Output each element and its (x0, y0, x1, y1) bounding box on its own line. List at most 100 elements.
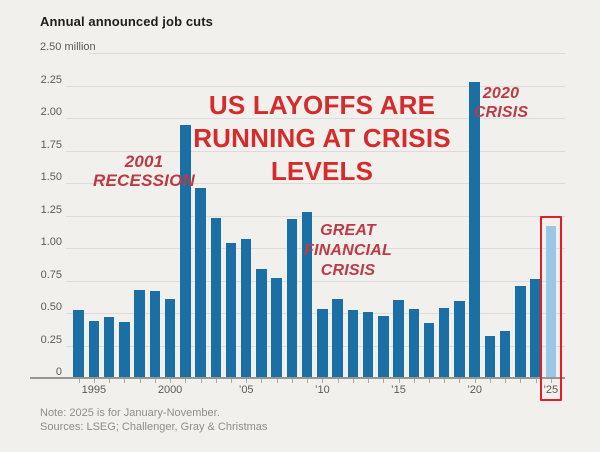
bar-1994 (73, 310, 84, 378)
x-tick (78, 379, 80, 383)
bar-2002 (195, 188, 206, 378)
x-tick (291, 379, 293, 383)
gridline (66, 183, 565, 184)
bar-2007 (271, 277, 282, 378)
x-tick (139, 379, 141, 383)
x-axis-label: ’10 (315, 384, 330, 396)
x-tick (154, 379, 156, 383)
bar-1998 (134, 289, 145, 378)
highlight-box-2025 (540, 216, 562, 401)
x-tick (93, 379, 95, 383)
bar-2014 (378, 315, 389, 378)
y-axis-label: 0 (55, 366, 62, 378)
bar-2021 (484, 336, 496, 378)
bar-2022 (499, 331, 511, 378)
x-tick (459, 379, 461, 383)
bar-2013 (362, 311, 374, 378)
bar-2017 (423, 323, 435, 378)
annotation-line: RECESSION (93, 171, 195, 190)
bar-1995 (88, 320, 100, 378)
x-tick (307, 379, 309, 383)
y-axis-label: 1.00 (40, 236, 62, 248)
x-tick (368, 379, 370, 383)
annotation-line: US LAYOFFS ARE (208, 90, 436, 120)
x-tick (352, 379, 354, 383)
x-tick (200, 379, 202, 383)
gridline (66, 345, 565, 347)
y-axis-label: 1.25 (40, 203, 62, 216)
chart-title: Annual announced job cuts (40, 14, 213, 29)
bar-2001 (180, 124, 191, 378)
x-tick (337, 379, 339, 383)
bar-2020 (469, 81, 480, 378)
gridline (66, 313, 565, 314)
x-tick (261, 379, 263, 383)
gridline (66, 85, 565, 87)
bar-2009 (301, 211, 313, 378)
gridline (90, 53, 565, 54)
bar-2015 (393, 300, 404, 378)
x-axis-line (30, 377, 565, 379)
annotation-great-financial-crisis: GREAT FINANCIAL CRISIS (273, 221, 423, 281)
annotation-line: 2001 (124, 152, 164, 171)
x-tick (398, 379, 400, 383)
bar-2016 (408, 309, 419, 378)
x-tick (428, 379, 430, 383)
gridline (66, 118, 565, 119)
bar-2004 (225, 242, 237, 378)
x-tick (505, 379, 507, 383)
bar-2024 (530, 279, 541, 378)
x-tick (413, 379, 415, 383)
y-axis-label: 2.00 (40, 106, 62, 118)
annotation-line: 2020 (482, 85, 520, 102)
bar-2012 (347, 310, 359, 378)
gridline (66, 248, 565, 249)
x-tick (170, 379, 172, 383)
annotation-headline: US LAYOFFS ARE RUNNING AT CRISIS LEVELS (157, 89, 487, 188)
bar-2025 (545, 225, 557, 378)
bar-2018 (438, 307, 450, 378)
x-tick (550, 379, 552, 383)
x-tick (520, 379, 522, 383)
gridline (66, 215, 565, 217)
y-axis-label: 1.75 (40, 138, 62, 151)
annotation-line: FINANCIAL (303, 242, 392, 259)
bar-2019 (454, 301, 465, 378)
x-tick (124, 379, 126, 383)
y-axis-label: 0.25 (40, 333, 62, 346)
x-tick (185, 379, 187, 383)
x-axis-label: ’15 (391, 384, 406, 396)
y-axis-label: 0.75 (40, 268, 62, 281)
source-line: Sources: LSEG; Challenger, Gray & Christ… (40, 421, 268, 433)
bar-2003 (210, 218, 222, 378)
annotation-2020-crisis: 2020 CRISIS (436, 84, 566, 122)
gridline (66, 150, 565, 152)
bar-1997 (119, 322, 130, 378)
x-axis-label: ’25 (543, 384, 559, 396)
x-tick (109, 379, 111, 383)
bar-2006 (256, 268, 267, 378)
bar-1996 (103, 316, 115, 378)
bar-2011 (332, 298, 343, 378)
x-tick (231, 379, 232, 383)
x-axis-label: 2000 (157, 384, 183, 396)
y-axis-label: 2.50 million (40, 41, 96, 53)
x-tick (535, 379, 537, 383)
x-axis-label: ’20 (467, 384, 483, 396)
annotation-line: LEVELS (270, 156, 374, 186)
gridline (66, 280, 565, 282)
x-tick (246, 379, 248, 383)
bar-2000 (164, 298, 176, 378)
x-tick (383, 379, 385, 383)
annotation-line: GREAT (320, 222, 376, 239)
x-axis-label: 1995 (81, 384, 107, 396)
bar-2023 (515, 285, 526, 378)
y-axis-label: 0.50 (40, 301, 62, 313)
annotation-line: RUNNING AT CRISIS (193, 123, 451, 153)
x-tick (474, 379, 476, 383)
x-tick (489, 379, 491, 383)
x-tick (444, 379, 446, 383)
x-tick (322, 379, 324, 383)
